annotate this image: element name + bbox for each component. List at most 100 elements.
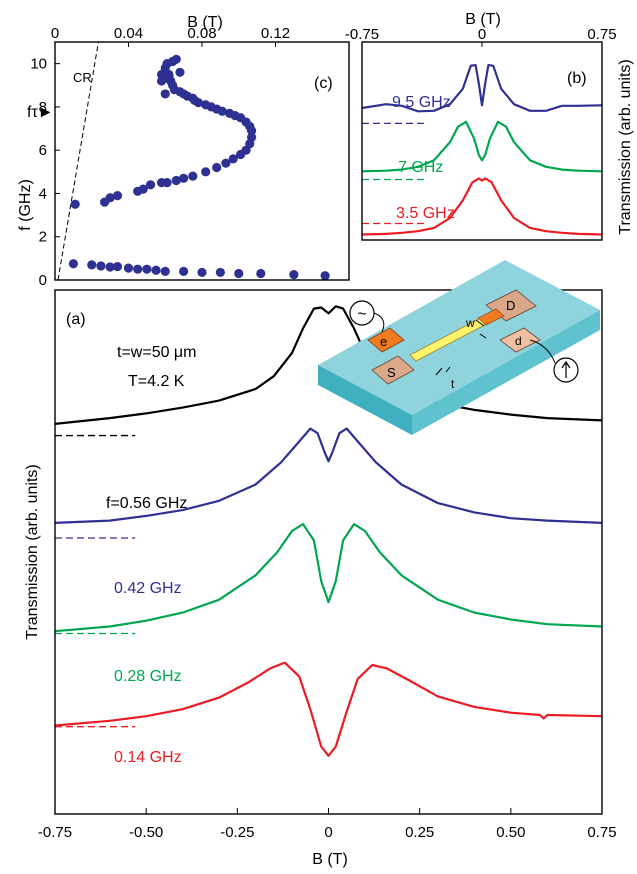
panel-b-curves [361,63,603,236]
panel-c-y-tick-label: 8 [39,99,47,116]
panel-c-point [96,261,106,271]
panel-a-curve-2 [54,523,603,633]
contact-d-small [499,327,541,353]
panel-c-point [145,180,156,190]
contact-s-label: S [387,365,396,380]
panel-c-point [162,178,172,188]
panel-a-x-tick-label: 0.75 [587,824,616,841]
panel-c-y-tick-label: 6 [39,142,47,159]
panel-c-point [228,154,238,164]
contact-e [367,327,405,353]
panel-c-point [256,268,266,279]
panel-c-point [215,267,225,278]
panel-a-label: (a) [66,311,86,328]
panel-c-point [133,264,143,274]
panel-c-y-ticks: 0 2 4 6 8 10 [30,56,60,289]
panel-c-top-axis-label: B (T) [187,14,223,31]
panel-c-point [112,261,123,272]
panel-c-point [68,259,78,269]
panel-c-point [247,132,257,142]
panel-c-point [156,76,167,86]
panel-c-point [201,100,211,110]
panel-c-y-tick-label: 0 [39,272,47,289]
panel-c-point [179,173,189,183]
device-schematic: e S D d w t ~ [318,260,600,435]
panel-c-point [179,266,189,276]
panel-b-curve-0 [361,63,603,113]
cr-label: CR [73,70,92,85]
panel-c-point [142,264,152,274]
panel-c-y-tick-label: 10 [30,56,47,73]
panel-c-point [87,260,97,270]
panel-a-x-tick-label: 0.25 [405,824,434,841]
panel-c-y-tick-label: 4 [39,185,47,202]
panel-c-y-axis-label: f (GHz) [17,179,34,231]
panel-a-x-tick-label: -0.75 [38,824,72,841]
panel-a-series-label-0-28: 0.28 GHz [114,668,182,685]
panel-b-series-label-7: 7 GHz [398,159,443,176]
contact-s [371,355,415,385]
panel-c-x-tick-label: 0.04 [114,25,143,42]
panel-c-points [68,54,330,281]
panel-a-x-tick-label: -0.50 [129,824,163,841]
panel-c-point [289,269,299,280]
panel-a-series-label-0-14: 0.14 GHz [114,749,182,766]
detector-arrow-icon [561,360,571,378]
panel-c-point [188,171,198,181]
panel-c-point [138,184,148,194]
panel-c-point [70,199,80,209]
contact-e-label: e [380,334,387,349]
panel-b-series-label-9-5: 9.5 GHz [392,94,451,111]
panel-b-x-tick-label: 0.75 [587,26,616,43]
detector-wire [529,339,556,364]
panel-c-point [234,268,244,279]
panel-c-point [112,191,123,201]
panel-c-point [171,175,181,186]
panel-a-curve-1 [54,427,603,524]
substrate-side [412,310,600,435]
panel-b-x-ticks: -0.75 0 0.75 [345,26,617,47]
panel-c-x-tick-label: 0.08 [187,25,216,42]
panel-a: f=0.56 GHz 0.42 GHz 0.28 GHz 0.14 GHz (a… [24,289,617,868]
panel-a-series-label-0-42: 0.42 GHz [114,580,182,597]
panel-a-curve-3 [54,661,603,757]
panel-b-frame [361,41,603,241]
panel-c-point [212,162,222,173]
panel-c-label: (c) [314,75,333,92]
source-wire [373,312,385,333]
panel-b-label: (b) [567,70,587,87]
panel-c-point [105,262,115,272]
panel-c-point [171,54,181,64]
dim-t-label: t [451,377,455,391]
annotation-dimensions: t=w=50 μm [117,344,196,361]
panel-c-point [105,193,115,203]
panel-c-point [160,266,170,276]
annotation-temperature: T=4.2 K [128,373,185,390]
panel-b-curve-2 [361,177,603,236]
contact-stub [477,308,505,326]
panel-a-y-axis-label: Transmission (arb. units) [24,464,41,639]
dim-arrows [435,319,487,376]
panel-c-marker-label: fτ► [27,104,54,121]
panel-a-x-axis-label: B (T) [312,851,348,868]
panel-a-x-tick-label: 0 [324,824,332,841]
panel-c-y-tick-label: 2 [39,229,47,246]
ac-source-symbol: ~ [357,306,366,323]
dim-w-label: w [465,316,475,330]
panel-c-point [156,69,167,80]
panel-b-series-label-3-5: 3.5 GHz [396,205,455,222]
panel-b-curve-1 [361,120,603,173]
panel-a-x-tick-label: -0.25 [220,824,254,841]
panel-a-x-tick-label: 0.50 [496,824,525,841]
panel-c-point [123,263,134,273]
panel-c-x-tick-label: 0.12 [261,25,290,42]
substrate-front [318,365,412,435]
panel-b-x-tick-label: -0.75 [345,26,379,43]
panel-c-point [224,108,235,118]
panel-c-x-tick-label: 0 [51,25,59,42]
panel-a-x-ticks: -0.75 -0.50 -0.25 0 0.25 0.50 0.75 [38,808,617,841]
contact-d-label: D [506,298,515,313]
panel-c-x-ticks: 0 0.04 0.08 0.12 [51,25,290,47]
